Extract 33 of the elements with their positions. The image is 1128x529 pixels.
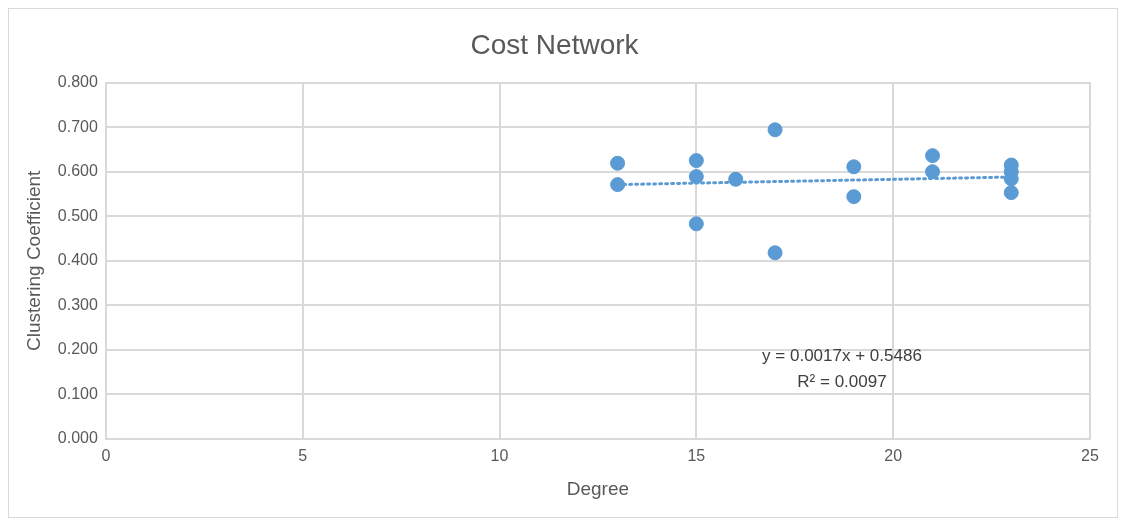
y-tick-label: 0.100 [57, 384, 98, 402]
y-tick-label: 0.000 [57, 429, 98, 447]
point [846, 159, 862, 175]
x-tick-label: 15 [687, 447, 706, 465]
point [1003, 185, 1019, 201]
y-tick-label: 0.800 [57, 73, 98, 91]
x-axis-title: Degree [566, 477, 630, 499]
x-tick-label: 25 [1081, 447, 1099, 465]
x-tick-label: 0 [101, 447, 111, 465]
x-tick-label: 10 [490, 447, 509, 465]
x-tick-label: 20 [884, 447, 903, 465]
point [688, 216, 704, 232]
y-tick-label: 0.700 [57, 117, 98, 135]
y-tick-label: 0.500 [57, 206, 98, 224]
annotation: y = 0.0017x + 0.5486 [762, 346, 922, 366]
x-tick-label: 5 [298, 447, 308, 465]
y-tick-label: 0.600 [57, 162, 98, 180]
annotation: R² = 0.0097 [797, 372, 887, 392]
y-tick-label: 0.400 [57, 251, 98, 269]
point [728, 171, 744, 187]
point [610, 155, 626, 171]
point [925, 164, 941, 180]
chart-title: Cost Network [470, 28, 640, 60]
point [688, 169, 704, 185]
point [925, 148, 941, 164]
point [610, 177, 626, 193]
point [767, 245, 783, 261]
point [846, 189, 862, 205]
y-axis-title: Clustering Coefficient [22, 169, 44, 351]
y-tick-label: 0.200 [57, 340, 98, 358]
point [767, 122, 783, 138]
y-tick-label: 0.300 [57, 295, 98, 313]
point [688, 153, 704, 169]
